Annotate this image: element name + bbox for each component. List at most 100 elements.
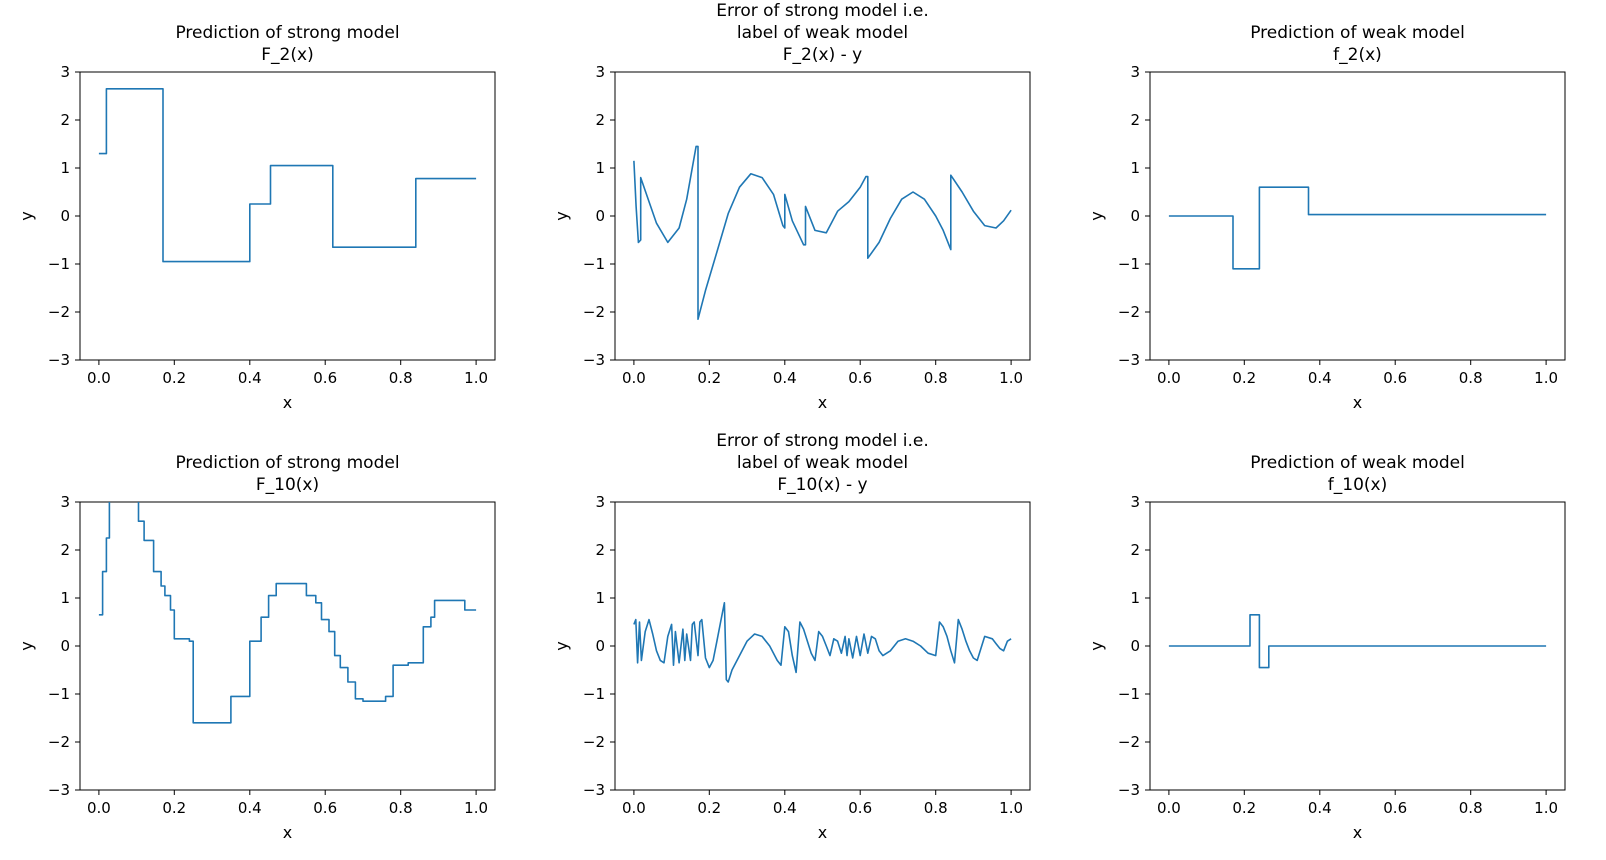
y-tick-label: 3 bbox=[1130, 493, 1140, 511]
x-tick-label: 0.0 bbox=[1157, 799, 1181, 817]
x-tick-label: 0.2 bbox=[697, 369, 721, 387]
x-tick-label: 0.8 bbox=[389, 369, 413, 387]
x-tick-label: 1.0 bbox=[1534, 369, 1558, 387]
y-tick-label: 3 bbox=[60, 493, 70, 511]
x-tick-label: 0.2 bbox=[162, 369, 186, 387]
x-tick-label: 1.0 bbox=[1534, 799, 1558, 817]
y-tick-label: 2 bbox=[60, 111, 70, 129]
y-tick-label: 3 bbox=[60, 63, 70, 81]
x-tick-label: 0.8 bbox=[924, 369, 948, 387]
y-tick-label: 1 bbox=[60, 589, 70, 607]
axes-frame bbox=[79, 71, 496, 361]
chart-error-F10: Error of strong model i.e.label of weak … bbox=[552, 431, 1031, 842]
subplot-strong-model-F2: Prediction of strong model F_2(x) 0.0 0.2 0.… bbox=[0, 0, 535, 430]
subplot-error-F2: Error of strong model i.e. label of weak … bbox=[535, 0, 1070, 430]
y-tick-label: −3 bbox=[48, 781, 70, 799]
y-tick-label: 1 bbox=[1130, 589, 1140, 607]
data-line bbox=[633, 145, 1012, 321]
x-tick-label: 1.0 bbox=[464, 369, 488, 387]
y-tick-label: 0 bbox=[595, 637, 605, 655]
y-tick-label: 0 bbox=[595, 207, 605, 225]
y-tick-label: −3 bbox=[48, 351, 70, 369]
chart-title-line: Prediction of strong model bbox=[175, 453, 399, 473]
y-tick-label: 0 bbox=[60, 637, 70, 655]
x-axis-label: x bbox=[1353, 393, 1362, 412]
y-tick-label: 2 bbox=[595, 541, 605, 559]
data-line bbox=[98, 502, 477, 724]
y-axis-label: y bbox=[1087, 211, 1106, 220]
y-tick-label: 0 bbox=[1130, 637, 1140, 655]
chart-title-line: F_2(x) bbox=[261, 45, 313, 65]
y-tick-label: −3 bbox=[1118, 351, 1140, 369]
y-tick-label: 3 bbox=[595, 63, 605, 81]
x-tick-label: 0.4 bbox=[773, 369, 797, 387]
y-axis-label: y bbox=[17, 211, 36, 220]
chart-title-line: F_2(x) - y bbox=[783, 45, 862, 65]
x-tick-label: 0.2 bbox=[1232, 369, 1256, 387]
x-tick-label: 0.8 bbox=[924, 799, 948, 817]
x-tick-label: 0.0 bbox=[87, 369, 111, 387]
chart-title-line: Error of strong model i.e. bbox=[716, 431, 928, 451]
y-axis-label: y bbox=[17, 641, 36, 650]
axes-frame bbox=[79, 501, 496, 791]
x-tick-label: 0.4 bbox=[773, 799, 797, 817]
y-tick-label: 2 bbox=[595, 111, 605, 129]
x-tick-label: 0.0 bbox=[622, 369, 646, 387]
y-tick-label: 1 bbox=[60, 159, 70, 177]
axes-frame bbox=[614, 71, 1031, 361]
x-tick-label: 0.6 bbox=[848, 369, 872, 387]
y-tick-label: −1 bbox=[1118, 255, 1140, 273]
data-line bbox=[1168, 186, 1547, 270]
data-line bbox=[1168, 614, 1547, 669]
chart-title-line: F_10(x) - y bbox=[777, 475, 867, 495]
y-tick-label: 2 bbox=[1130, 111, 1140, 129]
x-tick-label: 0.0 bbox=[622, 799, 646, 817]
x-tick-label: 0.6 bbox=[1383, 799, 1407, 817]
subplot-weak-model-f10: Prediction of weak model f_10(x) 0.0 0.2 0.4… bbox=[1070, 430, 1605, 860]
y-tick-label: −1 bbox=[583, 685, 605, 703]
y-tick-label: −1 bbox=[583, 255, 605, 273]
y-tick-label: 1 bbox=[1130, 159, 1140, 177]
chart-title-line: label of weak model bbox=[737, 23, 908, 43]
y-tick-label: −1 bbox=[48, 255, 70, 273]
y-tick-label: 2 bbox=[60, 541, 70, 559]
y-tick-label: 0 bbox=[1130, 207, 1140, 225]
x-tick-label: 1.0 bbox=[464, 799, 488, 817]
y-tick-label: −2 bbox=[583, 733, 605, 751]
x-tick-label: 0.0 bbox=[87, 799, 111, 817]
subplot-weak-model-f2: Prediction of weak model f_2(x) 0.0 0.2 0.4 0… bbox=[1070, 0, 1605, 430]
y-tick-label: −2 bbox=[48, 733, 70, 751]
x-axis-label: x bbox=[283, 823, 292, 842]
x-tick-label: 0.6 bbox=[313, 799, 337, 817]
x-tick-label: 0.8 bbox=[389, 799, 413, 817]
x-axis-label: x bbox=[818, 393, 827, 412]
x-tick-label: 0.8 bbox=[1459, 369, 1483, 387]
x-tick-label: 0.2 bbox=[697, 799, 721, 817]
x-tick-label: 0.6 bbox=[313, 369, 337, 387]
subplot-error-F10: Error of strong model i.e. label of weak … bbox=[535, 430, 1070, 860]
x-tick-label: 0.6 bbox=[848, 799, 872, 817]
y-tick-label: 1 bbox=[595, 159, 605, 177]
y-tick-label: 3 bbox=[595, 493, 605, 511]
y-tick-label: −2 bbox=[48, 303, 70, 321]
y-tick-label: −1 bbox=[1118, 685, 1140, 703]
x-tick-label: 0.2 bbox=[1232, 799, 1256, 817]
y-tick-label: −2 bbox=[1118, 733, 1140, 751]
x-tick-label: 0.4 bbox=[1308, 369, 1332, 387]
x-tick-label: 0.4 bbox=[238, 799, 262, 817]
x-tick-label: 0.2 bbox=[162, 799, 186, 817]
y-tick-label: −3 bbox=[583, 781, 605, 799]
y-tick-label: −2 bbox=[583, 303, 605, 321]
chart-title-line: f_2(x) bbox=[1333, 45, 1382, 65]
y-axis-label: y bbox=[1087, 641, 1106, 650]
x-tick-label: 0.0 bbox=[1157, 369, 1181, 387]
chart-title-line: Error of strong model i.e. bbox=[716, 1, 928, 21]
chart-title-line: Prediction of strong model bbox=[175, 23, 399, 43]
y-tick-label: 0 bbox=[60, 207, 70, 225]
x-axis-label: x bbox=[283, 393, 292, 412]
y-axis-label: y bbox=[552, 641, 571, 650]
data-line bbox=[633, 602, 1012, 683]
